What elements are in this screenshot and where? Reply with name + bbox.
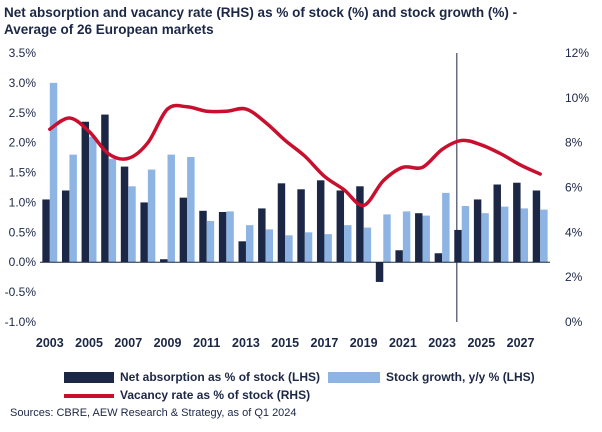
bar-growth — [540, 209, 548, 263]
left-tick-label: 3.0% — [9, 76, 37, 90]
right-tick-label: 6% — [565, 181, 583, 195]
legend-vacancy: Vacancy rate as % of stock (RHS) — [64, 388, 310, 402]
bar-growth — [89, 136, 97, 263]
bar-absorption — [375, 262, 384, 282]
chart-title-line1: Net absorption and vacancy rate (RHS) as… — [4, 5, 518, 20]
bar-growth — [128, 186, 136, 263]
right-tick-label: 12% — [565, 46, 589, 60]
bar-absorption — [415, 213, 423, 263]
bar-growth — [265, 229, 274, 263]
left-tick-label: 1.5% — [9, 166, 37, 180]
bar-growth — [69, 154, 77, 263]
bar-growth — [226, 211, 234, 263]
right-tick-label: 8% — [565, 136, 583, 150]
legend-swatch-growth — [328, 372, 380, 384]
bar-growth — [520, 208, 529, 263]
x-tick-label: 2019 — [350, 336, 378, 350]
x-tick-label: 2007 — [114, 336, 142, 350]
x-tick-label: 2015 — [271, 336, 299, 350]
chart-title-line2: Average of 26 European markets — [4, 22, 214, 37]
bar-absorption — [336, 190, 345, 263]
bar-growth — [49, 82, 58, 263]
bar-absorption — [140, 202, 148, 263]
bar-absorption — [81, 121, 90, 263]
x-tick-label: 2021 — [389, 336, 417, 350]
legend-label-absorption: Net absorption as % of stock (LHS) — [120, 370, 321, 384]
right-tick-label: 10% — [565, 91, 589, 105]
legend-growth: Stock growth, y/y % (LHS) — [328, 370, 535, 384]
bar-growth — [285, 235, 293, 263]
bar-absorption — [258, 208, 266, 263]
bar-growth — [422, 215, 430, 263]
bar-absorption — [316, 180, 325, 263]
left-tick-label: 2.5% — [9, 106, 37, 120]
bar-absorption — [532, 190, 541, 263]
bar-absorption — [493, 184, 501, 263]
bar-absorption — [513, 182, 521, 263]
left-tick-label: 2.0% — [9, 136, 37, 150]
bar-growth — [500, 206, 509, 263]
left-tick-label: 0.5% — [9, 225, 37, 239]
bar-absorption — [356, 186, 364, 263]
bar-growth — [187, 157, 195, 263]
bar-absorption — [238, 241, 246, 263]
x-tick-label: 2003 — [36, 336, 64, 350]
bar-growth — [108, 158, 117, 263]
bar-absorption — [160, 259, 168, 263]
left-tick-label: -0.5% — [5, 285, 37, 299]
x-tick-label: 2025 — [467, 336, 495, 350]
x-tick-label: 2027 — [507, 336, 535, 350]
bar-growth — [461, 206, 470, 263]
bar-absorption — [434, 253, 443, 263]
right-tick-label: 2% — [565, 270, 583, 284]
line-vacancy — [48, 103, 542, 208]
bar-growth — [363, 227, 372, 263]
bar-growth — [481, 213, 489, 263]
x-tick-label: 2017 — [311, 336, 339, 350]
bar-growth — [245, 225, 254, 263]
bar-growth — [402, 211, 411, 263]
bar-growth — [206, 220, 215, 263]
legend-label-growth: Stock growth, y/y % (LHS) — [386, 370, 535, 384]
bar-absorption — [454, 229, 462, 263]
bar-growth — [167, 154, 175, 263]
legend-swatch-vacancy — [64, 393, 114, 398]
x-tick-label: 2009 — [154, 336, 182, 350]
bar-growth — [324, 234, 332, 263]
bar-absorption — [395, 250, 403, 263]
bar-absorption — [199, 210, 207, 263]
bar-growth — [344, 225, 352, 263]
x-tick-label: 2011 — [193, 336, 220, 350]
bar-absorption — [61, 190, 70, 263]
legend-absorption: Net absorption as % of stock (LHS) — [64, 370, 320, 384]
bar-growth — [383, 214, 391, 263]
bar-growth — [442, 192, 450, 263]
legend-label-vacancy: Vacancy rate as % of stock (RHS) — [120, 388, 311, 402]
bar-absorption — [473, 199, 482, 263]
legend-swatch-absorption — [64, 372, 114, 384]
bar-absorption — [277, 183, 286, 263]
bar-absorption — [120, 166, 129, 263]
bar-growth — [147, 169, 156, 263]
left-tick-label: 0.0% — [9, 255, 37, 269]
source-note: Sources: CBRE, AEW Research & Strategy, … — [10, 407, 297, 419]
left-tick-label: 1.0% — [9, 195, 37, 209]
right-tick-label: 4% — [565, 225, 583, 239]
left-tick-label: -1.0% — [5, 315, 37, 329]
bar-absorption — [42, 199, 50, 263]
chart-title: Net absorption and vacancy rate (RHS) as… — [4, 4, 598, 38]
left-tick-label: 3.5% — [9, 46, 37, 60]
bar-absorption — [297, 189, 305, 263]
bar-absorption — [179, 197, 188, 263]
right-tick-label: 0% — [565, 315, 583, 329]
x-tick-label: 2023 — [428, 336, 456, 350]
bar-growth — [304, 232, 313, 263]
x-tick-label: 2013 — [232, 336, 260, 350]
bar-absorption — [218, 212, 227, 263]
x-tick-label: 2005 — [75, 336, 103, 350]
bar-absorption — [101, 114, 109, 263]
